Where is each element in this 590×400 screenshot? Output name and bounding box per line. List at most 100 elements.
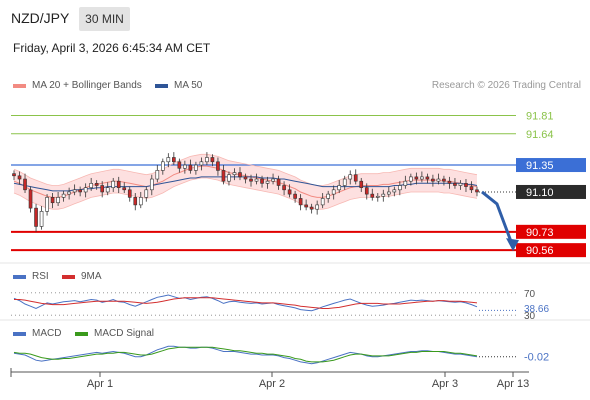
candle-bullish bbox=[409, 176, 413, 182]
macd-panel: -0.02 bbox=[13, 345, 549, 365]
candle-bullish bbox=[144, 189, 149, 198]
price-panel: 91.81 91.64 91.35 90.73 90.56 91.10 bbox=[0, 110, 590, 264]
ma50-swatch bbox=[155, 83, 168, 88]
candle-bearish bbox=[447, 180, 452, 184]
candle-bullish bbox=[375, 195, 380, 198]
last-price-box bbox=[516, 184, 586, 199]
candle-bearish bbox=[370, 193, 375, 198]
last-price-label: 91.10 bbox=[526, 187, 554, 199]
candle-bearish bbox=[172, 157, 176, 163]
forecast-arrow-line bbox=[481, 190, 514, 245]
rsi-level-label: 70 bbox=[524, 289, 536, 300]
candle-bearish bbox=[442, 178, 446, 182]
ma50-legend: MA 50 bbox=[155, 80, 202, 91]
candle-bullish bbox=[227, 174, 231, 182]
chart-datetime: Friday, April 3, 2026 6:45:34 AM CET bbox=[13, 41, 211, 55]
rsi-ma-legend: 9MA bbox=[62, 271, 102, 282]
candle-bullish bbox=[320, 198, 325, 206]
candle-bearish bbox=[127, 189, 132, 198]
candle-bullish bbox=[194, 164, 198, 171]
candle-bullish bbox=[105, 187, 110, 193]
candle-bullish bbox=[111, 180, 116, 188]
candle-bullish bbox=[315, 204, 319, 210]
bollinger-legend-label: MA 20 + Bollinger Bands bbox=[32, 80, 142, 91]
ma50-legend-label: MA 50 bbox=[174, 80, 203, 91]
bollinger-upper-line bbox=[13, 153, 478, 186]
macd-legend-label: MACD bbox=[32, 328, 62, 339]
candle-bearish bbox=[414, 176, 419, 180]
bollinger-legend: MA 20 + Bollinger Bands bbox=[13, 80, 142, 91]
candle-bullish bbox=[83, 187, 88, 193]
time-axis-tick-label: Apr 3 bbox=[432, 378, 458, 390]
candle-bullish bbox=[420, 176, 424, 180]
candle-bearish bbox=[12, 173, 16, 177]
macd-legend: MACD bbox=[13, 328, 61, 339]
candle-bullish bbox=[232, 172, 237, 176]
candle-bullish bbox=[403, 180, 408, 186]
candle-bearish bbox=[188, 164, 193, 171]
candle-bullish bbox=[161, 161, 165, 171]
candle-bearish bbox=[453, 183, 457, 186]
candle-bullish bbox=[199, 161, 204, 166]
bollinger-swatch bbox=[13, 83, 26, 88]
candle-bearish bbox=[276, 178, 281, 186]
macd-signal-legend-label: MACD Signal bbox=[94, 328, 155, 339]
rsi-ma-swatch bbox=[62, 274, 75, 279]
rsi-legend: RSI bbox=[13, 271, 49, 282]
candle-bearish bbox=[469, 186, 474, 191]
candle-bullish bbox=[56, 197, 60, 204]
candle-bearish bbox=[243, 176, 248, 180]
credit-text: Research © 2026 Trading Central bbox=[431, 80, 581, 91]
level-label-box-support bbox=[516, 224, 586, 239]
macd-signal-legend: MACD Signal bbox=[75, 328, 154, 339]
candle-bullish bbox=[61, 193, 66, 198]
candle-bullish bbox=[392, 189, 397, 193]
candle-bearish bbox=[34, 207, 38, 227]
macd-swatch bbox=[13, 331, 26, 336]
candle-bullish bbox=[183, 164, 187, 169]
candle-bearish bbox=[133, 197, 138, 206]
candle-bearish bbox=[260, 178, 264, 184]
candle-bearish bbox=[116, 180, 121, 188]
candle-bearish bbox=[287, 189, 292, 195]
candle-bearish bbox=[353, 174, 358, 182]
candle-bearish bbox=[425, 176, 430, 180]
time-axis-tick-label: Apr 13 bbox=[497, 378, 529, 390]
level-label-support: 90.56 bbox=[526, 245, 554, 257]
candle-bullish bbox=[39, 211, 44, 227]
candle-bullish bbox=[254, 178, 259, 182]
rsi-level-label: 30 bbox=[524, 311, 536, 322]
level-label-box-support bbox=[516, 243, 586, 258]
candle-bearish bbox=[364, 187, 369, 195]
level-label-support: 90.73 bbox=[526, 227, 554, 239]
timeframe-button[interactable]: 30 MIN bbox=[79, 7, 130, 31]
candle-bearish bbox=[431, 178, 435, 182]
candle-bullish bbox=[72, 189, 77, 193]
candle-bullish bbox=[348, 174, 353, 180]
candle-bearish bbox=[177, 161, 182, 169]
level-label-box-pivot bbox=[516, 158, 586, 173]
candle-bearish bbox=[23, 178, 27, 191]
candle-bullish bbox=[458, 183, 463, 186]
candle-bearish bbox=[249, 178, 253, 182]
candle-bullish bbox=[149, 178, 154, 191]
time-axis-tick-label: Apr 1 bbox=[87, 378, 113, 390]
candle-bearish bbox=[94, 183, 99, 186]
candle-bearish bbox=[28, 189, 33, 209]
candle-bullish bbox=[331, 189, 336, 195]
candle-bullish bbox=[89, 183, 93, 188]
candle-bullish bbox=[138, 197, 143, 206]
candle-bullish bbox=[166, 157, 171, 163]
candle-bearish bbox=[100, 185, 105, 193]
candle-bearish bbox=[298, 198, 303, 206]
forecast-arrow-head bbox=[506, 238, 519, 252]
candle-bearish bbox=[304, 204, 308, 208]
candle-bullish bbox=[381, 193, 386, 197]
rsi-swatch bbox=[13, 274, 26, 279]
candle-bearish bbox=[475, 189, 479, 193]
candle-bullish bbox=[271, 178, 275, 182]
candle-bearish bbox=[293, 193, 297, 199]
candle-bullish bbox=[45, 197, 49, 212]
candle-bearish bbox=[221, 170, 226, 182]
